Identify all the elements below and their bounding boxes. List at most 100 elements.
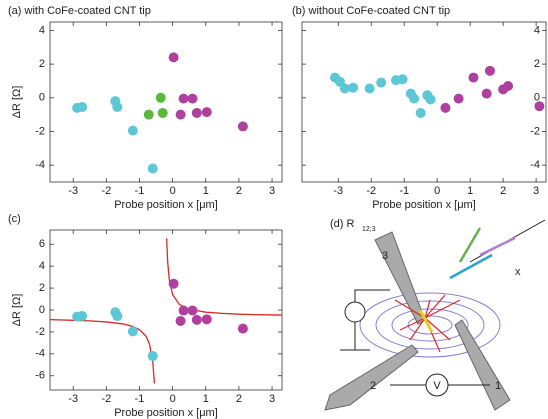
data-point	[77, 102, 88, 113]
probe-1	[454, 319, 511, 411]
y-axis-label: ΔR [Ω]	[11, 294, 23, 327]
plot-frame	[49, 229, 283, 391]
diagram: (d) R 12;3 x V 3 2 1	[324, 218, 546, 411]
x-axis-label: Probe position x [μm]	[114, 199, 218, 211]
y-axis-label: ΔR [Ω]	[11, 86, 23, 119]
plot-frame	[49, 21, 283, 183]
data-point	[187, 305, 198, 316]
x-tick-label: -2	[101, 185, 111, 197]
y-tick-label: 4	[39, 260, 45, 272]
panel-title: (a) with CoFe-coated CNT tip	[8, 5, 151, 17]
y-tick-label: -4	[530, 159, 540, 171]
x-tick-label: -3	[68, 393, 78, 405]
x-tick-label: 1	[467, 185, 473, 197]
fit-curve	[166, 238, 283, 316]
y-tick-label: 2	[39, 58, 45, 70]
data-point	[409, 93, 420, 104]
x-tick-label: 2	[236, 393, 242, 405]
data-point	[237, 121, 248, 132]
x-tick-label: 0	[170, 185, 176, 197]
data-point	[237, 323, 248, 334]
probe-label: 2	[370, 380, 376, 392]
x-label: x	[515, 266, 521, 278]
data-point	[191, 314, 202, 325]
data-point	[468, 72, 479, 83]
panel-title: (b) without CoFe-coated CNT tip	[292, 5, 450, 17]
data-point	[415, 107, 426, 118]
data-point	[364, 83, 375, 94]
y-tick-label: 0	[534, 92, 540, 104]
data-point	[453, 93, 464, 104]
x-tick-label: -1	[135, 185, 145, 197]
diagram-title: (d) R	[330, 218, 355, 230]
blue-arrow	[449, 253, 493, 280]
data-point	[147, 351, 158, 362]
y-tick-label: 0	[39, 304, 45, 316]
data-point	[534, 101, 545, 112]
data-point	[77, 311, 88, 322]
y-tick-label: 6	[39, 238, 45, 250]
x-tick-label: -1	[135, 393, 145, 405]
data-point	[481, 88, 492, 99]
data-point	[503, 81, 514, 91]
data-point	[178, 93, 189, 104]
data-point	[191, 107, 202, 118]
data-point	[178, 305, 189, 316]
probe-3	[374, 231, 426, 325]
data-point	[127, 326, 138, 337]
contours	[359, 292, 501, 358]
x-tick-label: -2	[101, 393, 111, 405]
data-point	[376, 77, 387, 88]
data-point	[425, 94, 436, 105]
y-tick-label: -2	[35, 125, 45, 137]
data-point	[440, 102, 451, 113]
probe-2	[324, 344, 419, 411]
x-tick-label: 0	[434, 185, 440, 197]
data-point	[143, 109, 154, 120]
data-point	[168, 278, 179, 289]
data-point	[397, 74, 408, 85]
data-point	[201, 314, 212, 325]
x-tick-label: 2	[500, 185, 506, 197]
x-tick-label: -1	[399, 185, 409, 197]
current-arrows	[394, 294, 461, 353]
y-tick-label: 2	[534, 58, 540, 70]
x-tick-label: 3	[269, 185, 275, 197]
y-tick-label: -6	[35, 370, 45, 382]
diagram-subscript: 12;3	[362, 226, 376, 233]
data-point	[112, 311, 123, 322]
green-arrow	[458, 227, 482, 263]
probe-label: 1	[495, 380, 501, 392]
y-tick-label: -2	[35, 326, 45, 338]
plot-frame	[301, 21, 547, 183]
x-tick-label: 3	[533, 185, 539, 197]
data-point	[339, 83, 350, 94]
meter-label: V	[433, 380, 441, 392]
fit-curve	[49, 318, 156, 384]
data-point	[175, 315, 186, 326]
x-tick-label: 0	[170, 393, 176, 405]
x-tick-label: -3	[68, 185, 78, 197]
x-tick-label: 1	[203, 393, 209, 405]
y-tick-label: 4	[39, 24, 45, 36]
data-point	[175, 109, 186, 120]
x-tick-label: -2	[366, 185, 376, 197]
data-point	[168, 52, 179, 63]
y-tick-label: 2	[39, 282, 45, 294]
probe-label: 3	[382, 250, 388, 262]
x-tick-label: -3	[333, 185, 343, 197]
y-tick-label: 0	[39, 92, 45, 104]
data-point	[201, 107, 212, 118]
data-point	[348, 82, 359, 93]
x-tick-label: 3	[269, 393, 275, 405]
voltmeter	[425, 373, 449, 397]
data-point	[127, 125, 138, 136]
data-point	[187, 93, 198, 104]
x-tick-label: 1	[203, 185, 209, 197]
y-tick-label: -2	[530, 125, 540, 137]
data-point	[484, 65, 495, 76]
sample	[418, 309, 434, 333]
y-tick-label: -4	[35, 348, 45, 360]
y-tick-label: 4	[534, 24, 540, 36]
